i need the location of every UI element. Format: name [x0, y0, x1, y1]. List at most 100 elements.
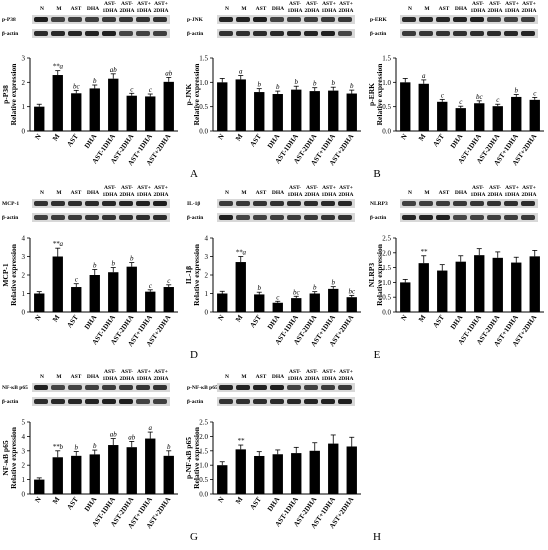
blot-band-6: [321, 31, 335, 36]
blot-band-1: [51, 31, 65, 36]
blot-lane-label-1: M: [241, 374, 247, 380]
significance-label: a: [239, 68, 243, 76]
blot-band-5: [119, 215, 133, 220]
significance-label: b: [130, 255, 134, 263]
blot-lane-label-2: AST: [71, 6, 82, 12]
blot-band-2: [253, 399, 267, 404]
blot-lane-label-5: AST-: [121, 1, 133, 7]
y-axis-label: Relative expression: [192, 243, 201, 306]
blot-band-6: [136, 17, 150, 22]
blot-lane-label-6: 1DHA: [137, 376, 152, 382]
blot-lane-label-4: 1DHA: [288, 8, 303, 14]
bar-ast: [437, 270, 448, 312]
x-tick-label: DHA: [266, 314, 281, 331]
bar-n: [217, 465, 228, 494]
blot-lane-label-4: AST-: [289, 185, 301, 191]
blot-band-7: [338, 17, 352, 22]
blot-band-3: [85, 399, 99, 404]
blot-lane-label-7: 2DHA: [339, 8, 354, 14]
panel-h: N M AST DHAAST-1DHAAST-2DHAAST+1DHAAST+2DHA…: [184, 369, 381, 543]
blot-band-7: [153, 17, 167, 22]
blot-band-5: [487, 215, 501, 220]
significance-label: **a: [236, 249, 247, 257]
x-tick-label: AST: [249, 313, 264, 329]
y-axis-label: Relative expression: [375, 63, 384, 126]
bar-ast-1dha: [511, 262, 522, 312]
x-tick-label: N: [399, 314, 408, 323]
blot-target-label: MCP-1: [2, 201, 19, 207]
blot-lane-label-7: 2DHA: [154, 192, 169, 198]
bar-ast: [71, 287, 82, 312]
y-tick-label: 1.5: [382, 264, 391, 272]
blot-band-2: [68, 201, 82, 206]
blot-lane-label-6: AST+: [505, 185, 519, 191]
blot-band-7: [521, 201, 535, 206]
blot-band-7: [153, 31, 167, 36]
blot-lane-label-1: M: [56, 374, 62, 380]
blot-lane-label-3: DHA: [272, 190, 284, 196]
y-axis-label: Relative expression: [9, 243, 18, 306]
bar-ast: [254, 294, 265, 312]
y-tick-label: 1.0: [382, 279, 391, 287]
y-tick-label: 1.5: [199, 447, 208, 455]
blot-band-1: [419, 17, 433, 22]
blot-lane-label-1: M: [241, 6, 247, 12]
bar-n: [400, 82, 411, 131]
bar-n: [34, 479, 45, 494]
bar-m: [418, 263, 429, 312]
significance-label: **: [237, 437, 245, 445]
y-tick-label: 3: [22, 447, 26, 455]
blot-band-2: [253, 201, 267, 206]
panel-e: N M AST DHAAST-1DHAAST-2DHAAST+1DHAAST+2DHA…: [184, 185, 381, 361]
blot-lane-label-0: N: [225, 374, 229, 380]
blot-band-2: [253, 215, 267, 220]
bar-ast-1dha: [474, 103, 485, 131]
y-tick-label: 2.0: [382, 249, 391, 257]
blot-band-1: [51, 385, 65, 390]
blot-band-7: [153, 215, 167, 220]
blot-loading-label: β-actin: [2, 215, 18, 221]
blot-lane-label-6: 1DHA: [137, 8, 152, 14]
bar-ast-2dha: [346, 297, 357, 312]
significance-label: bc: [476, 93, 484, 101]
blot-lane-label-0: N: [40, 190, 44, 196]
bar-m: [235, 262, 246, 312]
blot-lane-label-7: 2DHA: [522, 192, 537, 198]
x-tick-label: M: [51, 313, 62, 323]
blot-target-label: p-P38: [2, 17, 16, 23]
blot-band-6: [321, 17, 335, 22]
bar-ast: [254, 455, 265, 494]
y-tick-label: 4: [22, 433, 26, 441]
y-tick-label: 4: [205, 235, 209, 243]
blot-lane-label-1: M: [56, 190, 62, 196]
blot-target-label: NLRP3: [370, 201, 388, 207]
y-tick-label: 0: [22, 491, 26, 499]
blot-band-2: [253, 31, 267, 36]
y-tick-label: 1.5: [382, 55, 391, 63]
blot-lane-label-7: AST+: [154, 369, 168, 375]
bar-n: [400, 282, 411, 312]
x-tick-label: N: [33, 314, 42, 323]
blot-band-7: [153, 399, 167, 404]
panel-g: N M AST DHAAST-1DHAAST-2DHAAST+1DHAAST+2DHA…: [1, 369, 198, 543]
blot-lane-label-3: DHA: [272, 6, 284, 12]
y-tick-label: 0.5: [382, 294, 391, 302]
blot-band-4: [287, 201, 301, 206]
blot-band-3: [85, 31, 99, 36]
y-axis-prefix: NF-κB p65: [1, 440, 10, 475]
x-tick-label: M: [417, 132, 428, 142]
y-tick-label: 0.5: [382, 103, 391, 111]
significance-label: b: [93, 77, 97, 85]
x-tick-label: AST: [66, 313, 81, 329]
blot-band-6: [504, 17, 518, 22]
significance-label: a: [422, 72, 426, 80]
y-axis-prefix: NLRP3: [367, 263, 376, 287]
bar-ast-2dha: [492, 106, 503, 131]
blot-lane-label-6: 1DHA: [137, 192, 152, 198]
blot-band-2: [436, 215, 450, 220]
blot-lane-label-5: AST-: [306, 369, 318, 375]
blot-target-strip: [217, 383, 355, 392]
blot-band-3: [270, 31, 284, 36]
y-tick-label: 0: [22, 128, 26, 136]
y-tick-label: 3: [205, 253, 209, 261]
